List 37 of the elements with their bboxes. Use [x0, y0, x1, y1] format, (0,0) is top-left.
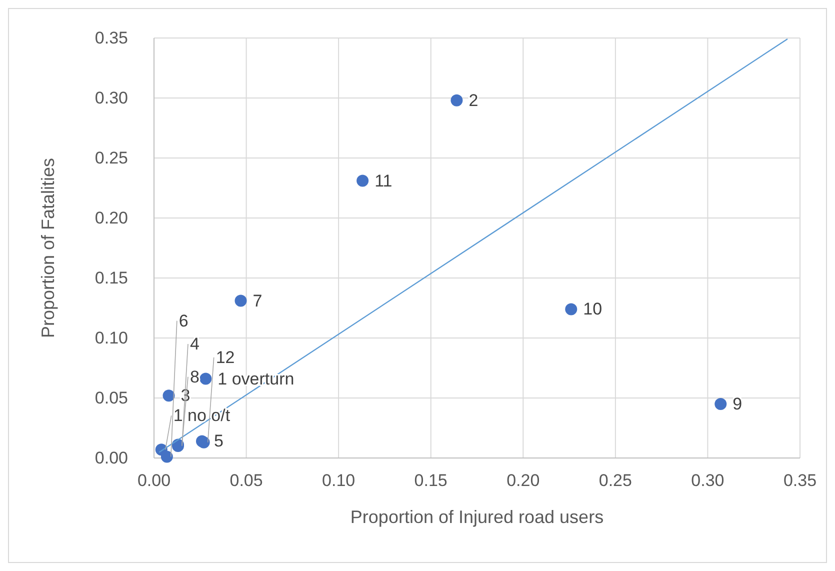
annotation: 5 — [214, 432, 224, 451]
x-tick-label: 0.35 — [783, 471, 817, 490]
y-tick-label: 0.10 — [94, 328, 128, 348]
x-tick-label: 0.10 — [322, 471, 356, 490]
annotation: 6 — [178, 311, 188, 330]
annotation: 8 — [190, 367, 200, 386]
y-tick-label: 0.05 — [94, 388, 128, 408]
x-tick-label: 0.25 — [598, 471, 632, 490]
y-tick-label: 0.00 — [94, 448, 128, 468]
annotation: 4 — [190, 334, 200, 354]
annotation: 11 — [374, 171, 392, 190]
x-tick-label: 0.15 — [414, 471, 448, 490]
y-tick-label: 0.25 — [94, 148, 128, 168]
annotation: 1 no o/t — [173, 406, 230, 426]
point — [450, 94, 463, 106]
point — [714, 398, 727, 410]
point — [160, 450, 173, 463]
point — [234, 294, 247, 307]
x-tick-label: 0.30 — [691, 471, 724, 490]
y-tick-label: 0.30 — [94, 88, 128, 108]
point — [565, 303, 578, 316]
x-tick-label: 0.20 — [506, 471, 540, 490]
y-tick-label: 0.20 — [94, 208, 128, 228]
point — [162, 390, 175, 402]
annotation: 9 — [732, 394, 742, 414]
x-tick-label: 0.00 — [137, 471, 171, 490]
annotation: 2 — [468, 90, 478, 110]
annotation: 7 — [252, 291, 262, 310]
x-axis-title: Proportion of Injured road users — [350, 507, 604, 527]
x-tick-label: 0.05 — [230, 471, 263, 490]
point — [200, 372, 212, 385]
y-tick-label: 0.35 — [94, 28, 128, 48]
annotation: 10 — [583, 300, 602, 319]
y-tick-label: 0.15 — [94, 268, 128, 288]
point — [356, 174, 369, 187]
annotation: 12 — [216, 348, 235, 367]
y-axis-title: Proportion of Fatalities — [38, 158, 58, 338]
